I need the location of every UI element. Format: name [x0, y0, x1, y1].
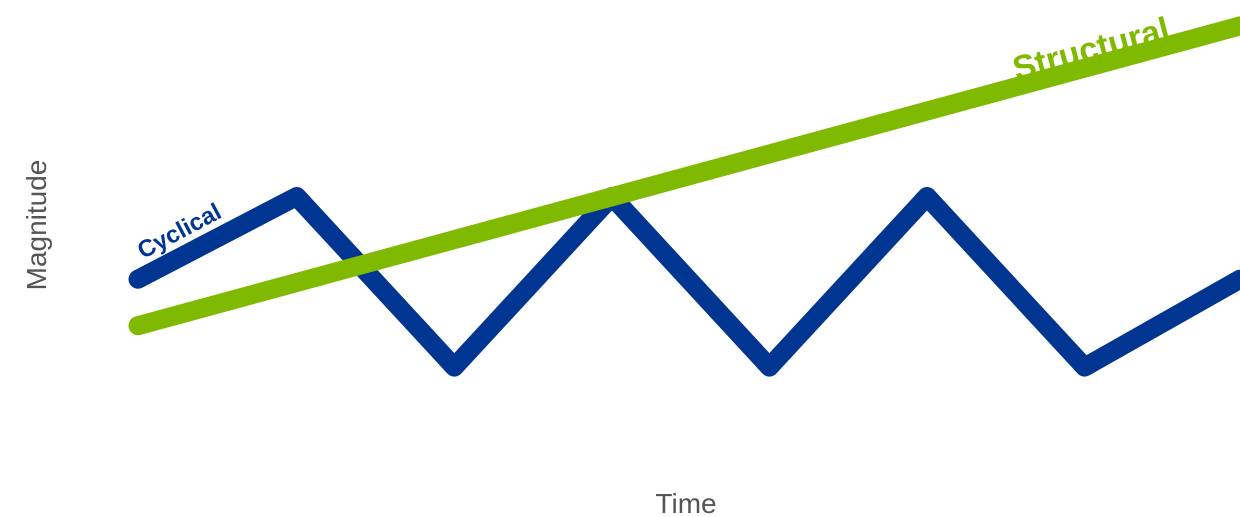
structural-series-line [128, 16, 1240, 336]
x-axis-label: Time [655, 488, 716, 517]
series-layer [128, 16, 1240, 377]
cyclical-series-line [128, 187, 1240, 377]
structural-series-label: Structural [1009, 10, 1174, 88]
y-axis-label: Magnitude [21, 160, 52, 291]
